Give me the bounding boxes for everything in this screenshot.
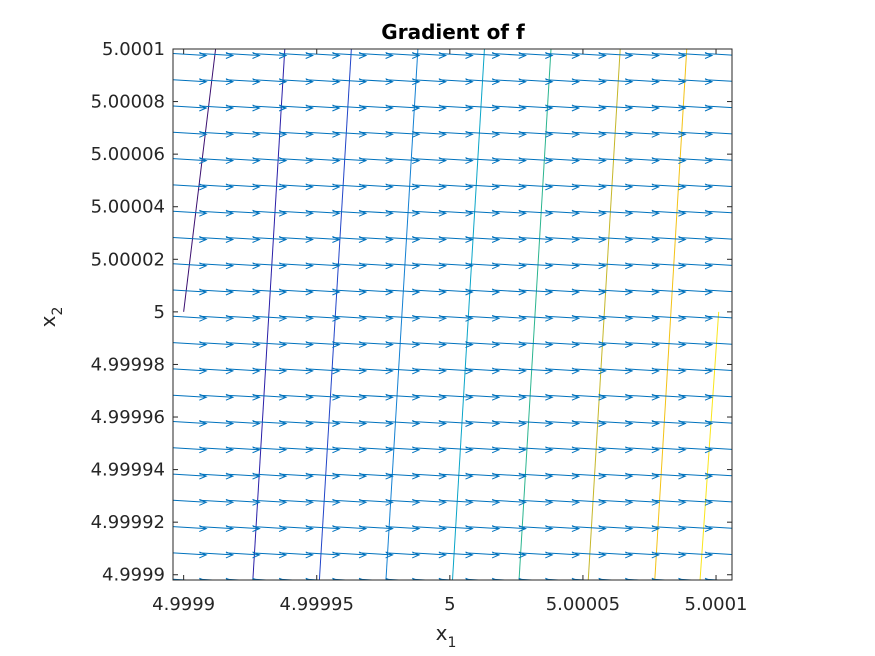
contour-lines xyxy=(183,49,720,580)
y-tick-label: 5 xyxy=(154,302,165,323)
quiver-arrow xyxy=(705,525,732,533)
y-tick-label: 4.99998 xyxy=(91,354,165,375)
quiver-arrow xyxy=(705,446,732,454)
contour-line-5 xyxy=(452,49,485,580)
quiver-arrow xyxy=(705,314,732,322)
contour-line-9 xyxy=(699,311,720,580)
quiver-arrow xyxy=(705,209,732,217)
y-tick-label: 5.00006 xyxy=(91,144,165,165)
y-tick-label: 4.9999 xyxy=(102,565,165,586)
x-tick-label: 5.0001 xyxy=(685,594,748,615)
contour-line-3 xyxy=(318,49,352,580)
y-tick-label: 4.99994 xyxy=(91,460,165,481)
quiver-arrow xyxy=(705,341,732,349)
quiver-arrow xyxy=(705,420,732,427)
quiver-arrow xyxy=(705,472,732,480)
axes-box xyxy=(172,48,733,581)
quiver-arrow xyxy=(705,104,732,112)
contour-line-8 xyxy=(654,49,688,580)
x-axis-label: x1 xyxy=(436,621,457,651)
x-axis-label-subscript: 1 xyxy=(447,635,456,651)
x-tick-label: 4.9999 xyxy=(152,594,215,615)
y-tick-label: 5.00004 xyxy=(91,197,165,218)
quiver-arrow xyxy=(705,52,732,59)
quiver-arrow xyxy=(705,551,732,559)
y-tick-label: 4.99996 xyxy=(91,407,165,428)
y-tick-label: 5.00008 xyxy=(91,92,165,113)
x-tick-label: 4.99995 xyxy=(280,594,354,615)
chart-title: Gradient of f xyxy=(381,20,525,44)
y-axis-label: x2 xyxy=(36,307,66,328)
quiver-arrow xyxy=(705,393,732,401)
quiver-arrow xyxy=(705,288,732,296)
x-axis-label-base: x xyxy=(436,621,448,645)
x-tick-label: 5 xyxy=(444,594,455,615)
quiver-arrow xyxy=(705,78,732,86)
y-axis-label-base: x xyxy=(36,315,60,327)
y-axis-label-subscript: 2 xyxy=(50,307,66,316)
quiver-arrow xyxy=(705,236,732,243)
y-tick-label: 4.99992 xyxy=(91,512,165,533)
quiver-arrow xyxy=(705,498,732,506)
quiver-arrow xyxy=(705,157,732,165)
quiver-arrow xyxy=(705,183,732,191)
contour-line-7 xyxy=(587,49,621,580)
y-tick-label: 5.0001 xyxy=(102,39,165,60)
quiver-arrow xyxy=(705,367,732,375)
x-tick-label: 5.00005 xyxy=(546,594,620,615)
y-tick-label: 5.00002 xyxy=(91,249,165,270)
contour-line-1 xyxy=(183,49,217,312)
quiver-arrow xyxy=(705,130,732,138)
plot-area: 4.9999 4.99995 5 5.00005 5.0001 4.9999 4.99992… xyxy=(91,39,748,615)
quiver-arrow xyxy=(705,262,732,270)
